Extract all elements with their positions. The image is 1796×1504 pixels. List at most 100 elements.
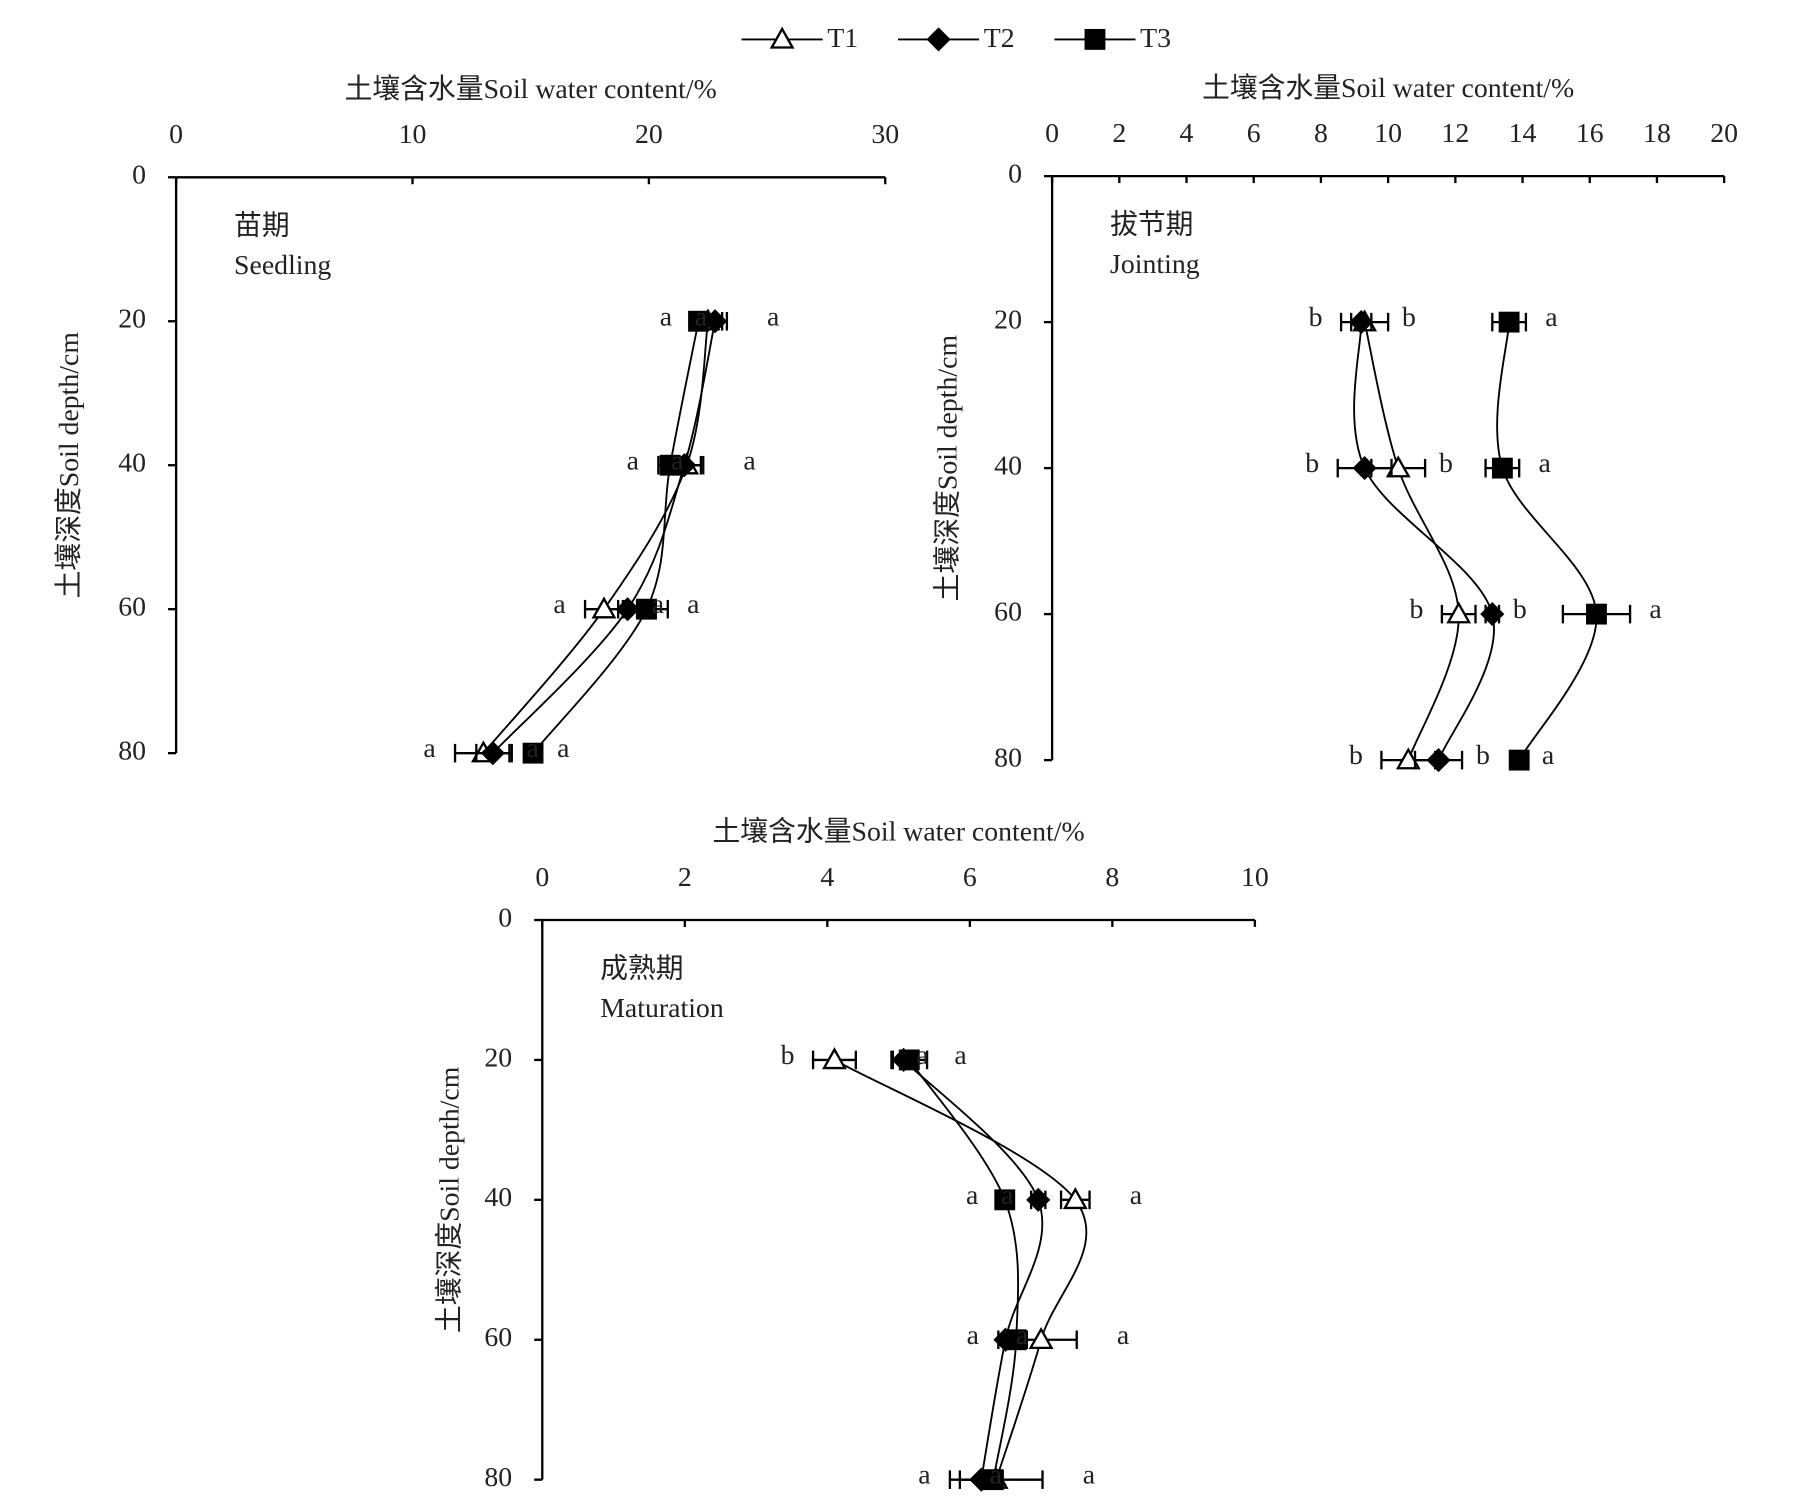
stage-title: 苗期 [234,211,290,242]
marker-diamond [1480,602,1505,627]
significance-letter: a [967,1320,979,1351]
marker-square [994,1189,1016,1211]
stage-subtitle: Jointing [1110,249,1200,280]
series-line [1496,322,1598,761]
legend-label: T2 [984,23,1015,54]
marker-triangle [1028,1326,1054,1350]
significance-letter: a [1130,1180,1142,1211]
significance-letter: b [1349,740,1363,771]
legend-marker [769,26,795,49]
series-line [902,1059,1044,1480]
y-tick-label: 40 [484,1182,512,1213]
series-line [1363,321,1460,761]
series-line [532,321,700,754]
significance-letter: a [916,1040,928,1071]
significance-letter: a [423,733,435,764]
significance-letter: a [1539,448,1551,479]
x-tick-label: 20 [1710,118,1738,149]
marker-diamond [480,741,505,766]
y-tick-label: 0 [1008,158,1022,189]
significance-letter: b [1439,448,1453,479]
y-tick-label: 80 [118,736,146,767]
marker-diamond [1026,1187,1051,1212]
significance-letter: b [1476,740,1490,771]
marker-triangle [1062,1187,1088,1210]
marker-diamond [1426,748,1451,773]
significance-letter: b [781,1040,795,1071]
x-axis-title: 土壤含水量Soil water content/% [713,817,1085,848]
x-axis-title: 土壤含水量Soil water content/% [345,74,717,105]
significance-letter: a [687,589,699,620]
marker-triangle [822,1047,847,1070]
significance-letter: a [990,1460,1002,1491]
legend-label: T1 [827,23,858,54]
x-tick-label: 6 [963,862,977,893]
x-tick-label: 10 [399,119,427,150]
marker-square [982,1469,1004,1491]
significance-letter: a [1001,1180,1013,1211]
x-tick-label: 8 [1314,118,1328,149]
x-tick-label: 2 [1112,118,1126,149]
significance-letter: a [1649,594,1661,625]
significance-letter: a [695,301,707,332]
series-line [833,1059,1088,1480]
legend-marker [926,27,951,52]
marker-square [1586,603,1607,625]
y-axis-title: 土壤深度Soil depth/cm [54,332,85,599]
significance-letter: a [553,589,565,620]
marker-triangle [1446,601,1472,624]
y-tick-label: 20 [484,1042,512,1073]
marker-triangle [591,596,617,619]
x-tick-label: 18 [1643,118,1671,149]
marker-diamond [1352,456,1377,481]
y-tick-label: 20 [118,304,146,335]
significance-letter: a [652,589,664,620]
x-tick-label: 10 [1374,118,1402,149]
y-axis-title: 土壤深度Soil depth/cm [933,335,964,602]
y-axis-title: 土壤深度Soil depth/cm [434,1066,465,1333]
stage-subtitle: Maturation [600,993,724,1024]
significance-letter: b [1409,594,1423,625]
marker-square [1005,1329,1027,1351]
x-tick-label: 20 [635,119,663,150]
significance-letter: a [918,1460,930,1491]
x-tick-label: 2 [678,862,692,893]
x-tick-label: 0 [535,862,549,893]
significance-letter: a [627,445,639,476]
significance-letter: a [1083,1460,1095,1491]
significance-letter: b [1402,302,1416,333]
x-tick-label: 10 [1241,862,1269,893]
legend-label: T3 [1140,23,1171,54]
series-line [908,1059,1020,1480]
x-tick-label: 16 [1576,118,1604,149]
marker-diamond [1349,310,1374,335]
significance-letter: b [1305,448,1319,479]
stage-title: 成熟期 [600,953,683,984]
legend-marker [1084,28,1106,50]
x-tick-label: 0 [1045,118,1059,149]
marker-square [636,598,657,620]
marker-square [1498,311,1520,333]
significance-letter: a [954,1040,966,1071]
marker-square [522,742,544,764]
x-tick-label: 8 [1105,862,1119,893]
series-line [492,321,716,754]
significance-letter: a [526,733,538,764]
series-line [482,321,709,754]
y-tick-label: 40 [994,450,1022,481]
marker-square [1508,749,1530,771]
significance-letter: a [966,1180,978,1211]
marker-square [688,310,709,332]
y-tick-label: 60 [994,596,1022,627]
x-tick-label: 6 [1247,118,1261,149]
significance-letter: a [671,445,683,476]
significance-letter: a [660,301,672,332]
x-tick-label: 4 [820,862,834,893]
significance-letter: a [1016,1320,1028,1351]
marker-square [1491,457,1513,479]
x-tick-label: 4 [1180,118,1194,149]
y-tick-label: 0 [498,902,512,933]
stage-title: 拔节期 [1110,209,1193,240]
